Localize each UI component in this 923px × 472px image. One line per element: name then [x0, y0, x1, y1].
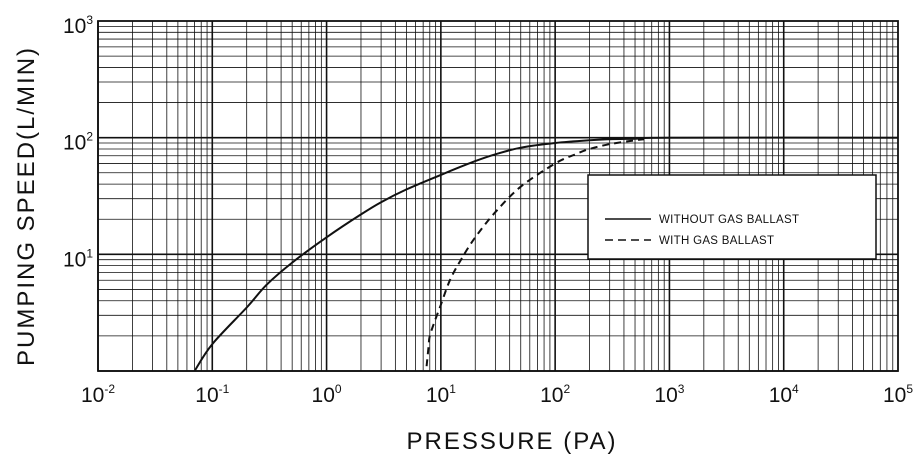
y-tick-exponent: 2: [86, 130, 93, 144]
y-tick-label: 101: [63, 246, 93, 271]
x-tick-label: 100: [312, 382, 342, 407]
x-tick-exponent: 3: [678, 382, 685, 396]
x-tick-base: 10: [883, 384, 906, 407]
x-tick-exponent: 4: [792, 382, 799, 396]
x-tick-label: 101: [426, 382, 456, 407]
y-tick-exponent: 1: [86, 246, 93, 260]
x-tick-label: 103: [654, 382, 684, 407]
series-line-with-gas-ballast: [425, 138, 645, 367]
x-tick-label: 104: [769, 382, 799, 407]
y-tick-base: 10: [63, 132, 86, 155]
x-tick-base: 10: [769, 384, 792, 407]
x-tick-exponent: 0: [335, 382, 342, 396]
x-tick-label: 105: [883, 382, 913, 407]
y-tick-label: 102: [63, 130, 93, 155]
x-tick-exponent: -2: [104, 382, 115, 396]
x-tick-base: 10: [654, 384, 677, 407]
x-tick-label: 102: [540, 382, 570, 407]
series-layer: [193, 136, 899, 372]
x-tick-label: 10-1: [195, 382, 229, 407]
y-axis-title: PUMPING SPEED(L/MIN): [13, 46, 40, 366]
x-tick-exponent: 1: [449, 382, 456, 396]
legend: WITHOUT GAS BALLAST WITH GAS BALLAST: [587, 174, 877, 260]
x-axis-title: PRESSURE (PA): [407, 428, 618, 455]
x-tick-base: 10: [426, 384, 449, 407]
legend-label-without-gas-ballast: WITHOUT GAS BALLAST: [659, 214, 799, 226]
legend-label-with-gas-ballast: WITH GAS BALLAST: [659, 235, 774, 247]
y-tick-label: 103: [63, 13, 93, 38]
x-tick-exponent: -1: [219, 382, 230, 396]
grid-minor: [98, 21, 898, 371]
y-tick-exponent: 3: [86, 13, 93, 27]
series-line-without-gas-ballast: [193, 136, 899, 372]
y-tick-base: 10: [63, 15, 86, 38]
x-tick-base: 10: [540, 384, 563, 407]
x-tick-label: 10-2: [81, 382, 115, 407]
x-tick-base: 10: [312, 384, 335, 407]
y-tick-base: 10: [63, 248, 86, 271]
x-tick-base: 10: [195, 384, 218, 407]
x-tick-labels: 10-2 10-1 100 101 102 103 104 105: [81, 382, 913, 407]
x-tick-base: 10: [81, 384, 104, 407]
legend-box: [587, 174, 877, 260]
plot-frame: [97, 20, 899, 372]
x-tick-exponent: 2: [563, 382, 570, 396]
x-tick-exponent: 5: [906, 382, 913, 396]
